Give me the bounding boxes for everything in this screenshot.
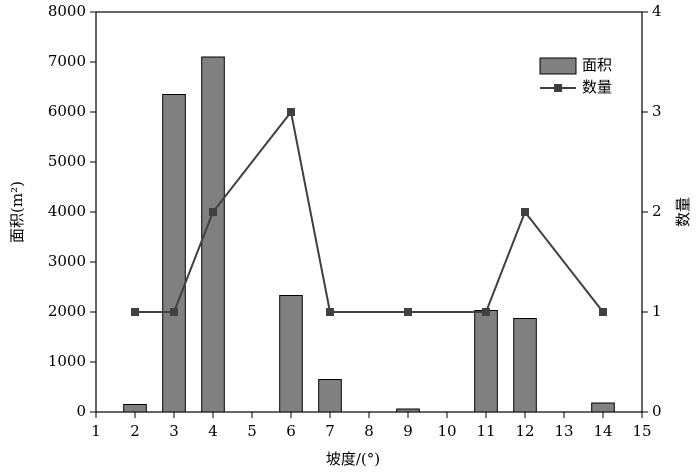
bar <box>513 318 537 413</box>
marker <box>209 208 217 216</box>
y2-tick-label: 0 <box>652 402 662 420</box>
x-tick-label: 2 <box>130 422 140 440</box>
legend-label: 面积 <box>582 56 612 74</box>
y-tick-label: 7000 <box>48 52 86 70</box>
bar <box>123 404 147 413</box>
x-tick-label: 9 <box>403 422 413 440</box>
bar <box>279 295 303 413</box>
y-tick-label: 3000 <box>48 252 86 270</box>
x-tick-label: 7 <box>325 422 335 440</box>
x-tick-label: 6 <box>286 422 296 440</box>
x-tick-label: 11 <box>476 422 495 440</box>
y2-tick-label: 2 <box>652 202 662 220</box>
marker <box>326 308 334 316</box>
y2-tick-label: 4 <box>652 2 662 20</box>
x-tick-label: 1 <box>91 422 101 440</box>
bar <box>201 56 225 413</box>
bar <box>162 94 186 413</box>
x-tick-label: 14 <box>593 422 612 440</box>
marker <box>170 308 178 316</box>
x-axis-label: 坡度/(°) <box>326 450 380 468</box>
x-tick-label: 4 <box>208 422 218 440</box>
x-tick-label: 3 <box>169 422 179 440</box>
x-tick-label: 5 <box>247 422 257 440</box>
legend-swatch <box>539 57 577 75</box>
x-tick-label: 13 <box>554 422 573 440</box>
legend-label: 数量 <box>582 78 612 96</box>
legend-swatch <box>554 84 562 92</box>
y-tick-label: 4000 <box>48 202 86 220</box>
marker <box>599 308 607 316</box>
x-tick-label: 8 <box>364 422 374 440</box>
x-tick-label: 15 <box>632 422 651 440</box>
y-tick-label: 2000 <box>48 302 86 320</box>
y-tick-label: 1000 <box>48 352 86 370</box>
marker <box>404 308 412 316</box>
bar <box>396 408 420 413</box>
y-tick-label: 8000 <box>48 2 86 20</box>
marker <box>482 308 490 316</box>
x-tick-label: 12 <box>515 422 534 440</box>
marker <box>287 108 295 116</box>
y-tick-label: 5000 <box>48 152 86 170</box>
y2-axis-label: 数量 <box>674 197 692 227</box>
y-axis-label: 面积(m²) <box>8 181 26 243</box>
bar <box>591 402 615 413</box>
y2-tick-label: 3 <box>652 102 662 120</box>
y2-tick-label: 1 <box>652 302 662 320</box>
y-tick-label: 0 <box>76 402 86 420</box>
bar <box>474 310 498 413</box>
y-tick-label: 6000 <box>48 102 86 120</box>
x-tick-label: 10 <box>437 422 456 440</box>
marker <box>131 308 139 316</box>
bar <box>318 379 342 413</box>
marker <box>521 208 529 216</box>
